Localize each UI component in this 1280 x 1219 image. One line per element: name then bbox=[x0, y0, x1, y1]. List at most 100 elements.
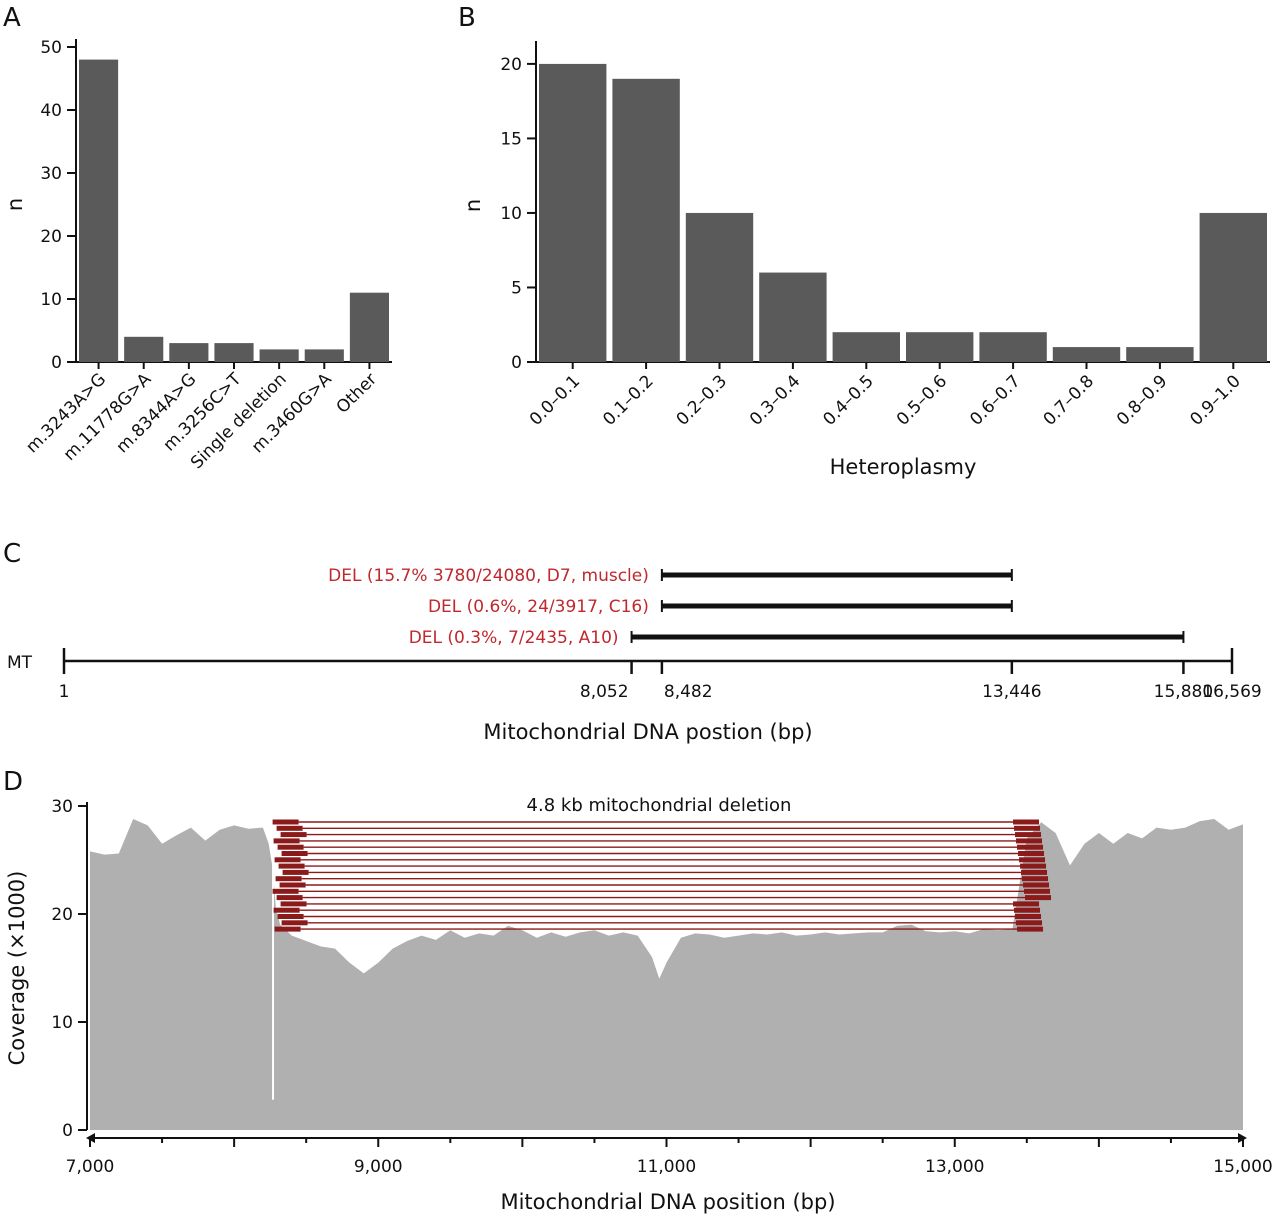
x-tick-label: 15,000 bbox=[1213, 1157, 1272, 1177]
track-label-mt: MT bbox=[7, 653, 33, 673]
split-read-right-segment bbox=[1025, 895, 1052, 901]
split-read-right-segment bbox=[1018, 851, 1045, 856]
deletion-label-1: DEL (15.7% 3780/24080, D7, muscle) bbox=[328, 566, 649, 586]
mt-tick-label: 8,052 bbox=[580, 682, 629, 702]
x-tick-label: 0.1–0.2 bbox=[599, 371, 657, 429]
split-read-right-segment bbox=[1014, 825, 1041, 831]
split-read-right-segment bbox=[1017, 926, 1044, 932]
x-tick-label: 0.6–0.7 bbox=[966, 371, 1024, 429]
y-tick-label: 30 bbox=[40, 164, 62, 184]
bar-4 bbox=[759, 272, 827, 362]
y-tick-label: 20 bbox=[40, 227, 62, 247]
split-read-right-segment bbox=[1013, 901, 1040, 907]
x-tick-label: 0.8–0.9 bbox=[1113, 371, 1171, 429]
split-read-right-segment bbox=[1023, 882, 1050, 888]
split-read-right-segment bbox=[1015, 832, 1042, 838]
y-tick-label: 40 bbox=[40, 101, 62, 121]
split-read-left-segment bbox=[274, 857, 301, 863]
split-read-right-segment bbox=[1020, 863, 1047, 869]
split-read-right-segment bbox=[1013, 819, 1040, 825]
y-tick-label: 20 bbox=[51, 905, 73, 925]
x-tick-label: m.3460G>A bbox=[248, 369, 336, 457]
panel-letter-c: C bbox=[3, 539, 21, 569]
y-tick-label: 10 bbox=[500, 204, 522, 224]
y-tick-label: 10 bbox=[40, 290, 62, 310]
split-read-left-segment bbox=[280, 832, 307, 838]
x-tick-label: 11,000 bbox=[637, 1157, 696, 1177]
bar-10 bbox=[1199, 212, 1267, 362]
split-read-right-segment bbox=[1021, 869, 1048, 875]
x-tick-label: Other bbox=[333, 369, 381, 417]
x-tick-label: 0.3–0.4 bbox=[746, 371, 804, 429]
split-read-left-segment bbox=[275, 876, 302, 882]
x-tick-label: 0.0–0.1 bbox=[526, 371, 584, 429]
x-tick-label: 7,000 bbox=[66, 1157, 115, 1177]
y-tick-label: 20 bbox=[500, 55, 522, 75]
bar-1 bbox=[539, 63, 607, 363]
y-tick-label: 0 bbox=[511, 353, 522, 373]
y-tick-label: 10 bbox=[51, 1013, 73, 1033]
mt-tick-label: 1 bbox=[59, 682, 70, 702]
bar-1 bbox=[79, 59, 119, 362]
split-read-left-segment bbox=[281, 920, 308, 926]
bar-9 bbox=[1126, 347, 1194, 362]
x-tick-label: 0.4–0.5 bbox=[819, 371, 877, 429]
split-read-left-segment bbox=[278, 863, 305, 869]
panel-letter-b: B bbox=[458, 3, 476, 33]
panel-a-bar-chart: 01020304050m.3243A>Gm.11778G>Am.8344A>Gm… bbox=[3, 38, 392, 473]
y-tick-label: 5 bbox=[511, 278, 522, 298]
y-axis-title: n bbox=[3, 198, 27, 211]
split-read-right-segment bbox=[1022, 876, 1049, 882]
mt-tick-label: 8,482 bbox=[664, 682, 713, 702]
split-read-right-segment bbox=[1014, 907, 1041, 913]
bar-8 bbox=[1052, 347, 1121, 362]
bar-4 bbox=[214, 343, 254, 362]
split-read-left-segment bbox=[280, 901, 307, 907]
split-read-left-segment bbox=[272, 888, 299, 894]
x-tick-label: 9,000 bbox=[354, 1157, 403, 1177]
split-read-left-segment bbox=[273, 838, 300, 844]
panel-d-coverage-plot: 4.8 kb mitochondrial deletion 0 10 20 30 Cove… bbox=[5, 795, 1273, 1214]
bar-7 bbox=[979, 332, 1047, 362]
panel-b-bar-chart: 0 5 10 15 20 0.0–0.1 0.1–0.2 0.2–0.3 0.3–0.4 0.4–… bbox=[461, 41, 1270, 479]
split-read-left-segment bbox=[273, 907, 300, 913]
y-tick-label: 30 bbox=[51, 797, 73, 817]
y-tick-label: 0 bbox=[62, 1121, 73, 1141]
y-tick-label: 0 bbox=[51, 353, 62, 373]
x-tick-label: 13,000 bbox=[925, 1157, 984, 1177]
split-read-left-segment bbox=[274, 926, 301, 932]
split-read-left-segment bbox=[277, 844, 304, 850]
split-read-left-segment bbox=[279, 882, 306, 888]
panel-letter-a: A bbox=[3, 3, 21, 33]
x-tick-label: 0.5–0.6 bbox=[893, 371, 951, 429]
bar-2 bbox=[124, 336, 164, 362]
y-tick-label: 50 bbox=[40, 38, 62, 58]
bar-6 bbox=[304, 349, 344, 362]
split-read-right-segment bbox=[1015, 914, 1042, 919]
bar-3 bbox=[685, 212, 754, 362]
x-tick-label: 0.9–1.0 bbox=[1186, 371, 1244, 429]
split-read-left-segment bbox=[282, 869, 309, 875]
split-read-right-segment bbox=[1017, 844, 1044, 850]
x-axis-title: Heteroplasmy bbox=[830, 455, 977, 479]
bar-2 bbox=[612, 78, 680, 363]
x-tick-label: 0.2–0.3 bbox=[673, 371, 731, 429]
mt-tick-label: 13,446 bbox=[982, 682, 1041, 702]
split-read-right-segment bbox=[1016, 920, 1043, 926]
panel-letter-d: D bbox=[3, 767, 23, 797]
x-axis-title: Mitochondrial DNA position (bp) bbox=[500, 1190, 835, 1214]
bar-5 bbox=[259, 349, 299, 362]
split-read-left-segment bbox=[277, 914, 304, 919]
x-tick-label: 0.7–0.8 bbox=[1040, 371, 1098, 429]
split-read-left-segment bbox=[276, 825, 303, 831]
mt-tick-label: 16,569 bbox=[1202, 682, 1261, 702]
split-read-left-segment bbox=[281, 851, 308, 856]
split-read-left-segment bbox=[272, 819, 299, 825]
mt-tick-label: 15,880 bbox=[1154, 682, 1213, 702]
deletion-label-3: DEL (0.3%, 7/2435, A10) bbox=[409, 628, 619, 648]
y-tick-label: 15 bbox=[500, 129, 522, 149]
split-read-right-segment bbox=[1024, 888, 1051, 894]
deletion-label-2: DEL (0.6%, 24/3917, C16) bbox=[428, 597, 649, 617]
